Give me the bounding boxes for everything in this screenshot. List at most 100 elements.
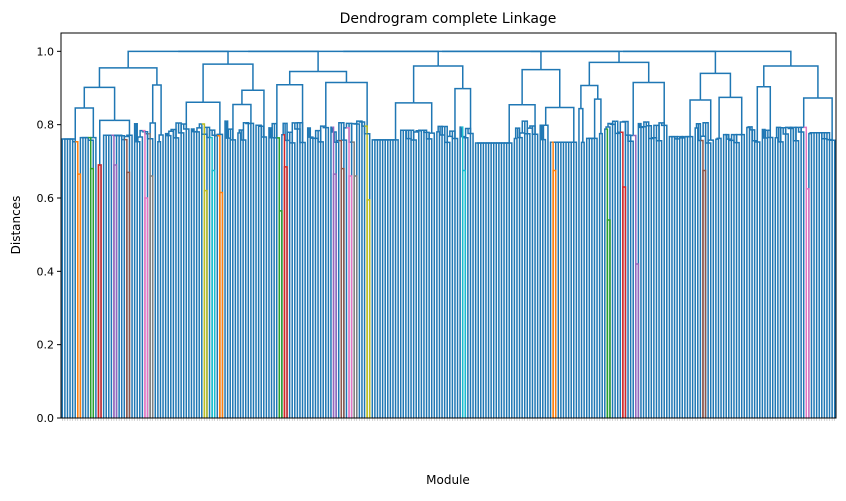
- dendrogram-link: [727, 135, 729, 418]
- dendrogram-link: [136, 124, 137, 418]
- dendrogram-link: [669, 137, 670, 418]
- dendrogram-link: [138, 142, 140, 418]
- dendrogram-link: [579, 109, 581, 418]
- dendrogram-link: [477, 143, 478, 418]
- dendrogram-link: [600, 134, 601, 418]
- dendrogram-link: [620, 122, 623, 132]
- dendrogram-link: [331, 127, 332, 418]
- colored-cluster-link: [636, 264, 639, 418]
- dendrogram-link: [269, 128, 270, 418]
- dendrogram-link: [583, 142, 584, 418]
- dendrogram-link: [601, 134, 602, 418]
- dendrogram-link: [401, 130, 402, 418]
- colored-cluster-link: [114, 165, 117, 418]
- dendrogram-link: [671, 137, 672, 418]
- dendrogram-link: [619, 62, 649, 82]
- colored-cluster-link: [367, 200, 370, 418]
- dendrogram-link: [100, 120, 115, 165]
- colored-cluster-link: [341, 169, 344, 418]
- dendrogram-link: [178, 51, 228, 64]
- dendrogram-link: [128, 68, 157, 85]
- dendrogram-link: [191, 129, 192, 418]
- dendrogram-link: [766, 138, 768, 418]
- dendrogram-link: [518, 128, 520, 418]
- dendrogram-link: [256, 125, 257, 418]
- y-axis: 0.00.20.40.60.81.0: [37, 45, 62, 425]
- dendrogram-link: [479, 143, 481, 418]
- dendrogram-link: [311, 137, 313, 418]
- dendrogram-link: [438, 66, 463, 89]
- colored-cluster-link: [204, 191, 207, 418]
- dendrogram-link: [414, 103, 432, 133]
- colored-cluster-link: [150, 176, 153, 418]
- dendrogram-link: [169, 136, 171, 418]
- dendrogram-link: [440, 126, 442, 418]
- dendrogram-link: [226, 121, 227, 418]
- y-axis-label: Distances: [9, 196, 23, 255]
- dendrogram-link: [725, 135, 726, 418]
- dendrogram-link: [159, 135, 161, 142]
- dendrogram-link: [135, 124, 136, 418]
- dendrogram-link: [463, 89, 471, 134]
- dendrogram-link: [115, 120, 130, 135]
- y-tick-label: 0.0: [37, 412, 55, 425]
- dendrogram-link: [588, 138, 589, 418]
- dendrogram-link: [326, 83, 347, 128]
- dendrogram-link: [104, 135, 105, 418]
- dendrogram-link: [99, 68, 128, 87]
- y-tick-label: 1.0: [37, 45, 55, 58]
- dendrogram-link: [84, 108, 93, 138]
- dendrogram-link: [105, 135, 106, 418]
- dendrogram-link: [442, 51, 541, 69]
- y-tick-label: 0.4: [37, 265, 55, 278]
- dendrogram-link: [764, 66, 791, 87]
- dendrogram-link: [157, 85, 161, 135]
- dendrogram-link: [438, 132, 439, 418]
- chart-title: Dendrogram complete Linkage: [340, 11, 557, 27]
- dendrogram-link: [522, 70, 541, 105]
- dendrogram-link: [719, 138, 721, 418]
- dendrogram-link: [546, 108, 560, 126]
- dendrogram-link: [241, 130, 243, 418]
- dendrogram-link: [239, 133, 240, 418]
- dendrogram-link: [248, 51, 318, 71]
- dendrogram-link: [167, 134, 168, 418]
- dendrogram-link: [649, 83, 665, 126]
- dendrogram-link: [804, 98, 818, 127]
- dendrogram-link: [812, 133, 814, 418]
- dendrogram-link: [107, 135, 109, 418]
- colored-cluster-link: [279, 211, 282, 418]
- dendrogram-link: [404, 130, 406, 418]
- dendrogram-link: [695, 128, 696, 418]
- dendrogram-link: [698, 124, 700, 418]
- dendrogram-link: [195, 132, 197, 418]
- dendrogram-link: [228, 64, 253, 90]
- dendrogram-link: [309, 128, 310, 418]
- dendrogram-link: [242, 105, 251, 124]
- dendrogram-link: [715, 73, 730, 97]
- dendrogram-link: [228, 138, 230, 418]
- dendrogram-link: [717, 139, 718, 418]
- dendrogram-link: [724, 135, 725, 418]
- dendrogram-link: [159, 142, 160, 418]
- dendrogram-link: [540, 125, 541, 418]
- dendrogram-link: [82, 138, 83, 418]
- colored-cluster-link: [607, 220, 610, 418]
- dendrogram-link: [259, 125, 261, 418]
- dendrogram-link: [810, 134, 811, 418]
- dendrogram-link: [318, 72, 346, 83]
- dendrogram-link: [605, 129, 606, 418]
- dendrogram-links: [62, 51, 834, 418]
- dendrogram-link: [707, 51, 791, 66]
- dendrogram-link: [186, 102, 203, 129]
- x-axis-label: Module: [426, 473, 470, 487]
- dendrogram-link: [193, 129, 194, 418]
- colored-cluster-link: [334, 174, 337, 418]
- dendrogram-link: [791, 66, 818, 98]
- dendrogram-link: [166, 134, 167, 418]
- dendrogram-link: [308, 128, 309, 418]
- dendrogram-link: [730, 97, 741, 134]
- dendrogram-link: [372, 140, 373, 418]
- dendrogram-link: [270, 128, 271, 418]
- colored-cluster-link: [703, 171, 706, 419]
